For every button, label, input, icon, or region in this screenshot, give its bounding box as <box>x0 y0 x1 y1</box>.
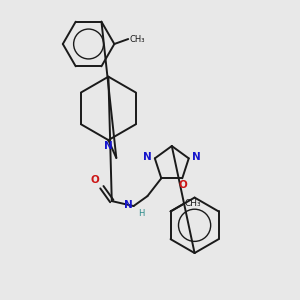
Text: N: N <box>124 200 133 210</box>
Text: O: O <box>179 180 188 190</box>
Text: O: O <box>90 175 99 185</box>
Text: N: N <box>192 152 200 162</box>
Text: CH₃: CH₃ <box>129 34 145 43</box>
Text: N: N <box>143 152 152 162</box>
Text: N: N <box>104 141 113 151</box>
Text: CH₃: CH₃ <box>184 200 201 208</box>
Text: H: H <box>139 209 145 218</box>
